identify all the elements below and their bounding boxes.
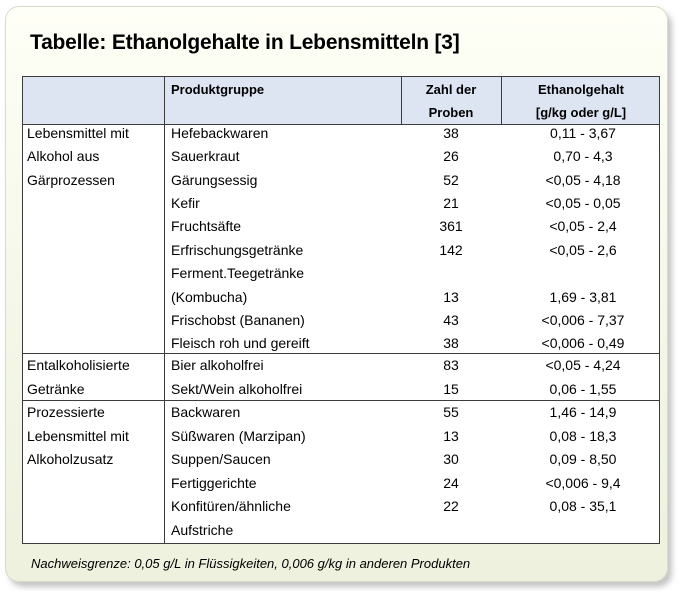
ethanol-range: 1,46 - 14,9 bbox=[549, 404, 617, 420]
product-name: Fertiggerichte bbox=[171, 475, 257, 491]
column-divider bbox=[401, 77, 402, 124]
product-name: Erfrischungsgetränke bbox=[171, 242, 304, 258]
product-name: Gärungsessig bbox=[171, 172, 258, 188]
ethanol-range: <0,05 - 4,18 bbox=[545, 172, 621, 188]
product-name: (Kombucha) bbox=[171, 289, 248, 305]
ethanol-range: <0,006 - 7,37 bbox=[541, 312, 625, 328]
table-header-row bbox=[23, 77, 659, 125]
ethanol-range: 0,70 - 4,3 bbox=[553, 148, 613, 164]
group-label: Entalkoholisierte bbox=[27, 357, 130, 373]
ethanol-range: <0,05 - 4,24 bbox=[545, 357, 621, 373]
header-ethanol-line1: Ethanolgehalt bbox=[538, 82, 624, 97]
sample-count: 22 bbox=[443, 498, 459, 514]
product-name: Sauerkraut bbox=[171, 148, 240, 164]
product-name: Backwaren bbox=[171, 404, 241, 420]
ethanol-range: <0,05 - 2,4 bbox=[549, 218, 617, 234]
ethanol-range: <0,006 - 0,49 bbox=[541, 335, 625, 351]
product-name: Suppen/Saucen bbox=[171, 451, 271, 467]
product-name: Fleisch roh und gereift bbox=[171, 335, 310, 351]
column-divider bbox=[501, 77, 502, 124]
product-name: Konfitüren/ähnliche bbox=[171, 498, 291, 514]
header-product: Produktgruppe bbox=[171, 82, 265, 97]
product-name: Frischobst (Bananen) bbox=[171, 312, 305, 328]
product-name: Süßwaren (Marzipan) bbox=[171, 428, 306, 444]
footnote: Nachweisgrenze: 0,05 g/L in Flüssigkeite… bbox=[31, 556, 471, 571]
sample-count: 13 bbox=[443, 289, 459, 305]
sample-count: 83 bbox=[443, 357, 459, 373]
group-label: Prozessierte bbox=[27, 404, 105, 420]
sample-count: 38 bbox=[443, 125, 459, 141]
group-divider bbox=[23, 353, 659, 354]
sample-count: 30 bbox=[443, 451, 459, 467]
sample-count: 142 bbox=[439, 242, 463, 258]
group-divider bbox=[23, 400, 659, 401]
product-name: Bier alkoholfrei bbox=[171, 357, 264, 373]
product-name: Hefebackwaren bbox=[171, 125, 269, 141]
group-label: Lebensmittel mit bbox=[27, 125, 129, 141]
ethanol-range: <0,05 - 2,6 bbox=[549, 242, 617, 258]
sample-count: 38 bbox=[443, 335, 459, 351]
sample-count: 55 bbox=[443, 404, 459, 420]
product-name: Kefir bbox=[171, 195, 200, 211]
product-name: Fruchtsäfte bbox=[171, 218, 242, 234]
group-label: Getränke bbox=[27, 381, 85, 397]
group-label: Lebensmittel mit bbox=[27, 428, 129, 444]
ethanol-range: <0,006 - 9,4 bbox=[545, 475, 621, 491]
group-label: Alkohol aus bbox=[27, 148, 100, 164]
sample-count: 43 bbox=[443, 312, 459, 328]
ethanol-range: 1,69 - 3,81 bbox=[549, 289, 617, 305]
header-count-line1: Zahl der bbox=[425, 82, 477, 97]
ethanol-range: 0,06 - 1,55 bbox=[549, 381, 617, 397]
header-count-line2: Proben bbox=[428, 105, 474, 120]
ethanol-range: 0,09 - 8,50 bbox=[549, 451, 617, 467]
table-title: Tabelle: Ethanolgehalte in Lebensmitteln… bbox=[30, 31, 460, 54]
group-label: Alkoholzusatz bbox=[27, 451, 114, 467]
ethanol-range: <0,05 - 0,05 bbox=[545, 195, 621, 211]
product-name: Aufstriche bbox=[171, 522, 234, 538]
header-ethanol-line2: [g/kg oder g/L] bbox=[535, 105, 627, 120]
sample-count: 13 bbox=[443, 428, 459, 444]
column-divider bbox=[164, 77, 165, 543]
sample-count: 26 bbox=[443, 148, 459, 164]
product-name: Ferment.Teegetränke bbox=[171, 265, 305, 281]
ethanol-range: 0,08 - 18,3 bbox=[549, 428, 617, 444]
sample-count: 21 bbox=[443, 195, 459, 211]
group-label: Gärprozessen bbox=[27, 172, 115, 188]
sample-count: 15 bbox=[443, 381, 459, 397]
ethanol-table: Produktgruppe Zahl der Proben Ethanolgeh… bbox=[22, 76, 660, 544]
ethanol-range: 0,08 - 35,1 bbox=[549, 498, 617, 514]
sample-count: 24 bbox=[443, 475, 459, 491]
product-name: Sekt/Wein alkoholfrei bbox=[171, 381, 303, 397]
ethanol-range: 0,11 - 3,67 bbox=[550, 125, 616, 141]
sample-count: 52 bbox=[443, 172, 459, 188]
sample-count: 361 bbox=[439, 218, 463, 234]
